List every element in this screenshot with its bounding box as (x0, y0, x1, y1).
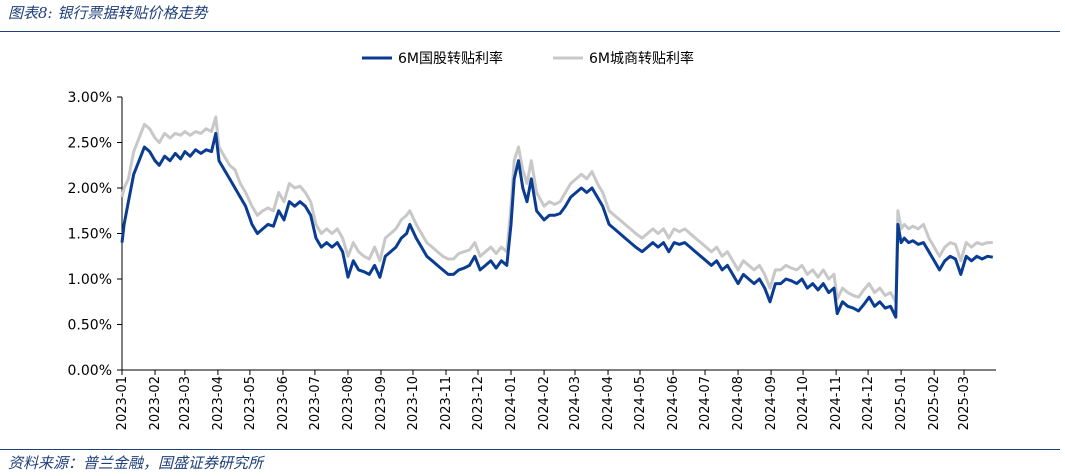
x-tick-label-2023-07: 2023-07 (308, 376, 323, 430)
header-rule (0, 31, 1060, 32)
x-tick-label-2024-05: 2024-05 (633, 376, 648, 430)
y-tick-label-1-00-: 1.00% (68, 272, 112, 288)
x-tick-label-2024-06: 2024-06 (666, 376, 681, 430)
x-tick-label-2024-09: 2024-09 (764, 376, 779, 430)
plot-area (120, 115, 994, 319)
line-chart: 6M国股转贴利率 6M城商转贴利率 0.00% 0.50% 1.00% 1.50% 2.… (68, 50, 996, 430)
y-axis: 0.00% 0.50% 1.00% 1.50% 2.00% 2.50% 3.00% (68, 90, 123, 379)
y-tick-label-1-50-: 1.50% (68, 227, 112, 243)
x-tick-label-2023-06: 2023-06 (276, 376, 291, 430)
x-tick-label-2023-09: 2023-09 (374, 376, 389, 430)
x-tick-label-2023-08: 2023-08 (341, 376, 356, 430)
x-tick-label-2025-01: 2025-01 (894, 376, 909, 430)
x-tick-label-2023-02: 2023-02 (148, 376, 163, 430)
x-tick-label-2023-01: 2023-01 (115, 376, 130, 430)
x-tick-label-2024-01: 2024-01 (504, 376, 519, 430)
footer-rule (0, 449, 1060, 450)
x-tick-label-2023-03: 2023-03 (178, 376, 193, 430)
x-tick-label-2023-10: 2023-10 (406, 376, 421, 430)
x-tick-label-2024-07: 2024-07 (698, 376, 713, 430)
legend-label-6m-chengshang: 6M城商转贴利率 (589, 50, 694, 67)
series-line-1 (120, 115, 993, 304)
x-tick-label-2023-11: 2023-11 (439, 376, 454, 430)
x-tick-label-2024-12: 2024-12 (861, 376, 876, 430)
x-axis: 2023-01 2023-02 2023-03 2023-04 2023-05 2023-… (115, 369, 996, 430)
source-note: 资料来源：普兰金融，国盛证券研究所 (8, 454, 264, 472)
x-tick-label-2024-04: 2024-04 (601, 376, 616, 430)
figure-title: 图表8: 银行票据转贴价格走势 (8, 4, 208, 22)
y-tick-label-2-00-: 2.00% (68, 181, 112, 197)
x-tick-label-2024-11: 2024-11 (829, 376, 844, 430)
x-tick-label-2025-02: 2025-02 (927, 376, 942, 430)
y-tick-label-2-50-: 2.50% (68, 136, 112, 152)
x-tick-label-2024-10: 2024-10 (796, 376, 811, 430)
y-tick-label-0-00-: 0.00% (68, 363, 112, 379)
x-tick-label-2023-12: 2023-12 (471, 376, 486, 430)
x-tick-label-2023-04: 2023-04 (211, 376, 226, 430)
x-tick-label-2025-03: 2025-03 (957, 376, 972, 430)
x-tick-label-2023-05: 2023-05 (243, 376, 258, 430)
legend: 6M国股转贴利率 6M城商转贴利率 (362, 50, 694, 67)
x-tick-label-2024-03: 2024-03 (568, 376, 583, 430)
y-tick-label-3-00-: 3.00% (68, 90, 112, 106)
y-tick-label-0-50-: 0.50% (68, 318, 112, 334)
x-tick-label-2024-08: 2024-08 (731, 376, 746, 430)
x-tick-label-2024-02: 2024-02 (537, 376, 552, 430)
series-line-0 (120, 131, 994, 319)
legend-label-6m-guogu: 6M国股转贴利率 (398, 50, 503, 67)
